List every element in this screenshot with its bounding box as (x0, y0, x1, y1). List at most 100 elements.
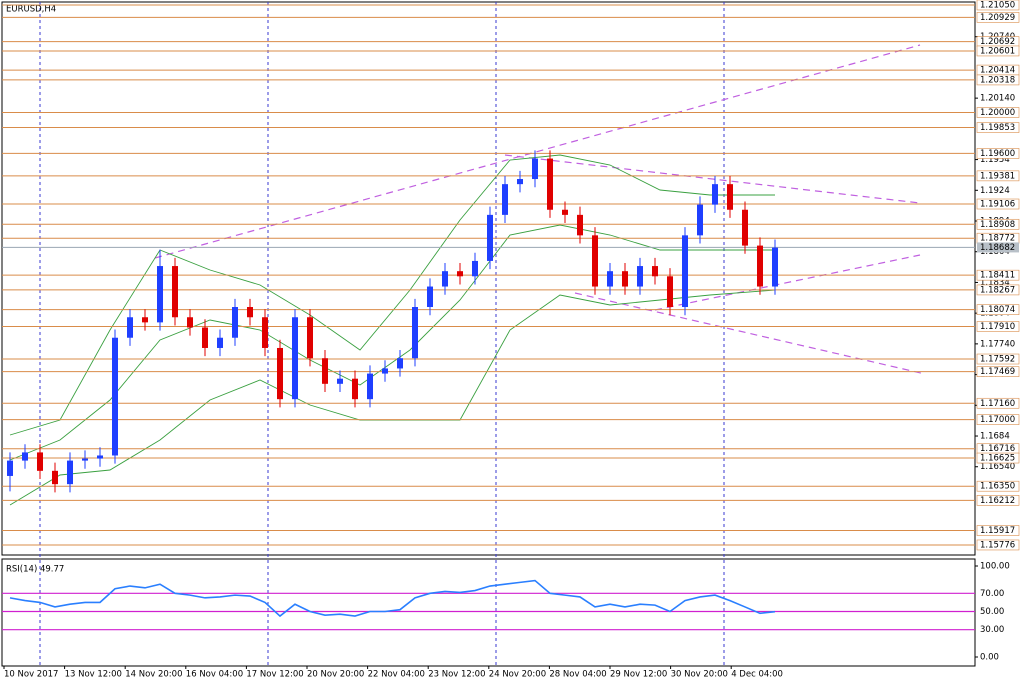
level-label: 1.15776 (980, 540, 1015, 550)
level-label: 1.19106 (980, 200, 1015, 210)
candle-body (277, 347, 283, 400)
candle-body (232, 307, 238, 338)
x-tick-label: 22 Nov 04:00 (368, 670, 425, 680)
y-tick-label: 1.1834 (980, 278, 1010, 288)
level-label: 1.17592 (980, 355, 1015, 365)
candle-body (97, 455, 103, 459)
level-label: 1.20929 (980, 13, 1015, 23)
level-label: 1.20000 (980, 108, 1015, 118)
x-tick-label: 24 Nov 20:00 (489, 670, 546, 680)
level-label-box (976, 122, 1020, 133)
candle-body (352, 378, 358, 400)
level-label-box (976, 480, 1020, 492)
candle-body (202, 327, 208, 348)
candle-body (142, 317, 148, 323)
level-label: 1.18411 (980, 271, 1015, 281)
candle-body (472, 260, 478, 277)
level-label-box (976, 353, 1020, 365)
x-tick-label: 13 Nov 12:00 (65, 670, 122, 680)
level-label-box (976, 74, 1020, 86)
level-label: 1.16716 (980, 444, 1015, 454)
y-tick-label: 1.1954 (980, 155, 1010, 165)
candle-body (532, 158, 538, 180)
x-tick-label: 17 Nov 12:00 (246, 670, 303, 680)
level-label-box (976, 12, 1020, 23)
level-label-box (976, 284, 1020, 296)
x-tick-label: 20 Nov 20:00 (307, 670, 364, 680)
candle-body (457, 271, 463, 277)
level-label-box (976, 269, 1020, 281)
rsi-tick-label: 50.00 (980, 607, 1004, 617)
rsi-tick-label: 30.00 (980, 625, 1004, 635)
candle-body (517, 179, 523, 185)
candle-body (502, 184, 508, 215)
level-label: 1.18908 (980, 220, 1015, 230)
candle-body (622, 271, 628, 287)
current-price-box (977, 242, 1019, 253)
rsi-line (9, 579, 776, 618)
level-label: 1.17000 (980, 415, 1015, 425)
candle-body (742, 209, 748, 246)
level-label: 1.19381 (980, 171, 1015, 181)
candle-body (712, 184, 718, 205)
candle-body (577, 214, 583, 236)
candle-body (292, 317, 298, 400)
level-label-box (976, 198, 1020, 210)
level-label: 1.19853 (980, 123, 1015, 133)
candle-body (322, 358, 328, 384)
level-label: 1.18074 (980, 305, 1015, 315)
x-tick-label: 30 Nov 20:00 (671, 670, 728, 680)
level-label: 1.21050 (980, 0, 1015, 10)
candle-body (262, 317, 268, 348)
candle-body (442, 271, 448, 287)
candle-body (37, 452, 43, 471)
level-label-box (976, 414, 1020, 425)
x-tick-label: 14 Nov 20:00 (125, 670, 182, 680)
x-tick-label: 29 Nov 12:00 (610, 670, 667, 680)
y-tick-label: 1.17740 (980, 339, 1015, 349)
candle-body (307, 317, 313, 359)
rsi-tick-label: 70.00 (980, 589, 1004, 599)
candle-body (652, 266, 658, 277)
level-label-box (976, 525, 1020, 536)
rsi-panel (1, 558, 976, 667)
candle-body (157, 266, 163, 323)
candle-body (547, 158, 553, 210)
level-label-box (976, 452, 1020, 464)
candle-body (217, 337, 223, 348)
candle-body (82, 458, 88, 461)
candle-body (367, 373, 373, 400)
level-label-box (976, 495, 1020, 506)
x-tick-label: 28 Nov 04:00 (549, 670, 606, 680)
x-tick-label: 16 Nov 04:00 (186, 670, 243, 680)
level-label-box (976, 218, 1020, 230)
level-label: 1.20692 (980, 37, 1015, 47)
candle-body (22, 452, 28, 461)
level-label-box (976, 321, 1020, 332)
level-label-box (976, 107, 1020, 118)
level-label: 1.16625 (980, 454, 1015, 464)
level-label: 1.20318 (980, 75, 1015, 85)
level-label-box (976, 45, 1020, 57)
candle-body (682, 235, 688, 308)
candle-body (172, 266, 178, 318)
candle-body (397, 358, 403, 369)
y-tick-label: 1.1924 (980, 186, 1010, 196)
level-label: 1.17910 (980, 322, 1015, 332)
level-label-box (976, 366, 1020, 377)
rsi-tick-label: 100.00 (980, 562, 1010, 572)
x-tick-label: 23 Nov 12:00 (428, 670, 485, 680)
candle-body (607, 271, 613, 287)
candle-body (52, 470, 58, 485)
candle-body (757, 245, 763, 287)
level-label: 1.18772 (980, 234, 1015, 244)
y-tick-label: 1.1684 (980, 432, 1010, 442)
level-label-box (976, 304, 1020, 315)
candle-body (247, 307, 253, 318)
candle-body (382, 368, 388, 374)
candle-body (427, 286, 433, 308)
level-label: 1.16350 (980, 482, 1015, 492)
candle-body (127, 317, 133, 338)
level-label: 1.16212 (980, 496, 1015, 506)
